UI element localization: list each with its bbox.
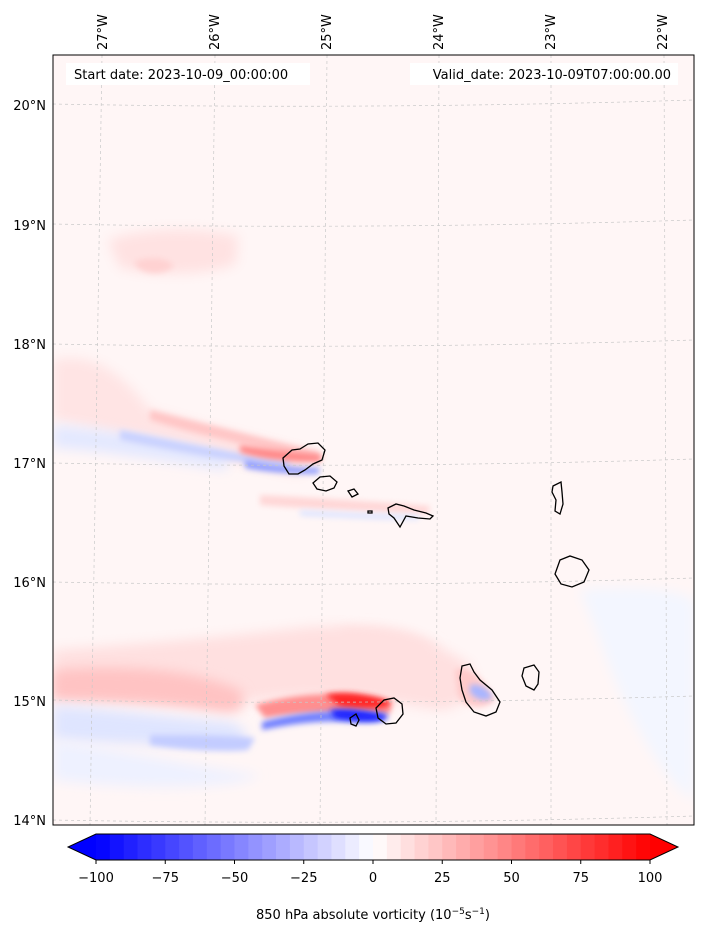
colorbar-segment [109,834,125,860]
lat-label-20n: 20°N [13,99,46,114]
lat-label-15n: 15°N [13,695,46,710]
colorbar-max-extension [650,834,678,860]
start-date-box [66,63,310,85]
gridlines [53,55,694,825]
colorbar-segment [566,834,582,860]
colorbar-segment [608,834,623,860]
colorbar-tick-label: 50 [503,871,520,886]
colorbar-tick-label: 0 [369,871,377,886]
colorbar-segment [192,834,208,860]
colorbar-segment [248,834,263,860]
colorbar-segment [331,834,346,860]
colorbar-segment [373,834,388,860]
lat-label-18n: 18°N [13,338,46,353]
lat-label-14n: 14°N [13,814,46,829]
colorbar-segment [179,834,194,860]
colorbar-segment [456,834,471,860]
lon-label-22w: 22°W [656,14,671,50]
colorbar-segment [386,834,402,860]
lat-label-17n: 17°N [13,457,46,472]
colorbar-segment [636,834,651,860]
colorbar-tick-label: −75 [152,871,179,886]
colorbar-ticks: −100 −75 −50 −25 0 25 50 75 100 [78,860,662,886]
island-sao-vicente [312,475,338,492]
colorbar-label: 850 hPa absolute vorticity (10−5s−1) [256,907,490,923]
island-fogo [375,697,404,725]
colorbar-segment [262,834,277,860]
colorbar-segment [151,834,166,860]
colorbar-segment [206,834,222,860]
colorbar-segment [359,834,374,860]
colorbar-segment [594,834,610,860]
colorbar-segment [483,834,499,860]
lat-label-19n: 19°N [13,219,46,234]
island-santa-luzia [346,488,360,498]
colorbar-segment [317,834,333,860]
lon-label-27w: 27°W [96,14,111,50]
colorbar-tick-label: −100 [78,871,114,886]
colorbar-segment [442,834,457,860]
colorbar-tick-label: 75 [572,871,589,886]
colorbar-segment [303,834,319,860]
colorbar-segment [123,834,139,860]
colorbar-segment [525,834,540,860]
colorbar-segment [345,834,360,860]
colorbar-segment [553,834,568,860]
valid-date-box [410,63,678,85]
colorbar: −100 −75 −50 −25 0 25 50 75 100 850 hPa absolute… [66,833,680,923]
colorbar-segment [276,834,291,860]
colorbar-segment [469,834,485,860]
lon-label-23w: 23°W [544,14,559,50]
island-santiago [459,663,501,717]
colorbar-segment [511,834,526,860]
colorbar-segment [400,834,416,860]
colorbar-segment [497,834,513,860]
latitude-labels: 20°N 19°N 18°N 17°N 16°N 15°N 14°N [13,99,46,829]
vorticity-field [53,229,694,800]
lat-label-16n: 16°N [13,576,46,591]
colorbar-segments [96,834,651,860]
island-santo-antao [282,442,326,475]
island-sao-nicolau [387,503,435,529]
colorbar-segment [96,834,111,860]
colorbar-segment [220,834,236,860]
map-panel: Start date: 2023-10-09_00:00:00 Valid_da… [52,54,695,826]
island-brava [349,713,360,727]
colorbar-segment [622,834,637,860]
colorbar-tick-label: −25 [290,871,317,886]
colorbar-min-extension [68,834,96,860]
lon-label-25w: 25°W [320,14,335,50]
colorbar-segment [289,834,305,860]
coastlines [282,442,590,727]
colorbar-segment [165,834,180,860]
map-frame [52,54,695,826]
valid-date-label: Valid_date: 2023-10-09T07:00:00.00 [433,68,671,83]
colorbar-tick-label: 25 [434,871,451,886]
island-boa-vista [554,555,590,588]
island-sal [551,480,564,515]
island-maio [521,664,540,691]
colorbar-segment [234,834,249,860]
colorbar-segment [539,834,554,860]
colorbar-segment [137,834,152,860]
longitude-labels: 27°W 26°W 25°W 24°W 23°W 22°W [96,14,671,50]
lon-label-24w: 24°W [432,14,447,50]
colorbar-segment [414,834,429,860]
colorbar-tick-label: 100 [638,871,663,886]
island-raso [367,510,373,514]
start-date-label: Start date: 2023-10-09_00:00:00 [74,68,288,83]
colorbar-tick-label: −50 [221,871,248,886]
lon-label-26w: 26°W [208,14,223,50]
colorbar-segment [580,834,596,860]
colorbar-segment [428,834,443,860]
